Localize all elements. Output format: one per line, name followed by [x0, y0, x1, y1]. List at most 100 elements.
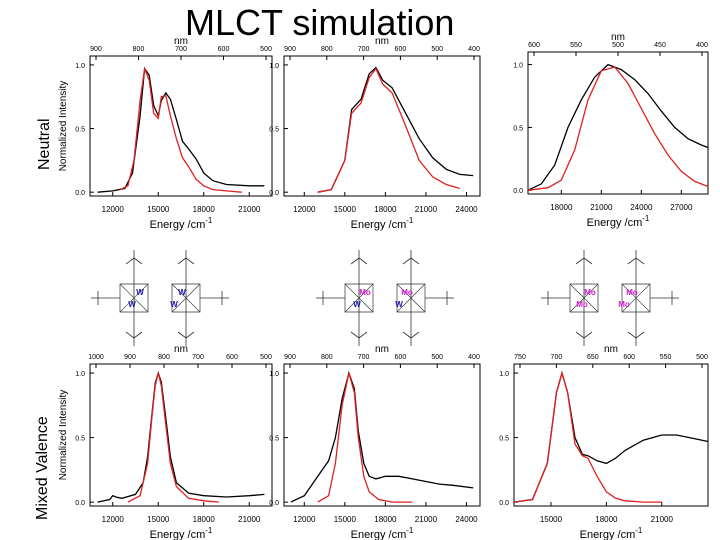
- metal-label: Mo: [359, 288, 371, 297]
- y-tick-label: 0.0: [269, 190, 279, 197]
- x-tick-label: 15000: [147, 205, 170, 214]
- nm-tick-label: 500: [431, 354, 443, 361]
- metal-label: W: [170, 300, 178, 309]
- x-tick-label: 15000: [540, 515, 563, 524]
- nm-tick-label: 700: [175, 46, 187, 53]
- bond: [171, 283, 201, 313]
- x-tick-label: 21000: [415, 205, 438, 214]
- series-line-experimental: [527, 63, 709, 191]
- nm-tick-label: 900: [284, 46, 296, 53]
- nm-tick-label: 600: [528, 42, 540, 49]
- nm-tick-label: 700: [358, 46, 370, 53]
- molecule-structure-3: Mo Mo Mo Mo: [541, 250, 679, 346]
- x-tick-label: 15000: [334, 515, 357, 524]
- x-tick-label: 18000: [595, 515, 618, 524]
- x-axis-label: Energy /cm-1: [580, 526, 643, 540]
- y-tick-label: 0.0: [269, 500, 279, 507]
- bond: [402, 257, 412, 265]
- x-tick-label: 15000: [147, 515, 170, 524]
- metal-label: Mo: [401, 288, 413, 297]
- metal-label: Mo: [584, 288, 596, 297]
- bond: [185, 257, 195, 265]
- bond: [358, 257, 368, 265]
- nm-tick-label: 450: [654, 42, 666, 49]
- x-tick-label: 21000: [238, 205, 261, 214]
- y-tick-label: 0.0: [75, 500, 85, 507]
- x-tick-label: 18000: [193, 205, 216, 214]
- y-tick-label: 1.0: [513, 63, 523, 70]
- x-tick-label: 18000: [374, 205, 397, 214]
- nm-tick-label: 500: [431, 46, 443, 53]
- nm-tick-label: 700: [358, 354, 370, 361]
- nm-tick-label: 1000: [88, 354, 104, 361]
- bond: [344, 283, 374, 313]
- x-tick-label: 18000: [193, 515, 216, 524]
- x-tick-label: 21000: [415, 515, 438, 524]
- series-line-experimental: [513, 370, 709, 503]
- y-tick-label: 0.0: [513, 188, 523, 195]
- nm-tick-label: 600: [395, 46, 407, 53]
- nm-tick-label: 650: [587, 354, 599, 361]
- bond: [627, 257, 637, 265]
- nm-tick-label: 800: [158, 354, 170, 361]
- nm-tick-label: 550: [660, 354, 672, 361]
- nm-axis-title: nm: [611, 32, 625, 43]
- y-tick-label: 0.5: [499, 436, 509, 443]
- x-axis-label: Energy /cm-1: [587, 214, 650, 229]
- chart-neutral-3: 18000 21000 24000 27000 0.0 0.5 1.0 600 550 500 45…: [513, 32, 709, 229]
- bond: [350, 257, 360, 265]
- x-tick-label: 27000: [670, 203, 693, 212]
- nm-axis-title: nm: [375, 344, 389, 355]
- series-line-experimental: [317, 66, 474, 193]
- nm-tick-label: 600: [218, 46, 230, 53]
- y-tick-label: 0.5: [269, 436, 279, 443]
- bond: [177, 331, 187, 339]
- molecule-structure-2: Mo W Mo W: [316, 250, 454, 346]
- series-line-experimental: [97, 66, 265, 193]
- x-tick-label: 21000: [238, 515, 261, 524]
- nm-tick-label: 550: [570, 42, 582, 49]
- metal-label: W: [136, 288, 144, 297]
- x-tick-label: 18000: [550, 203, 573, 212]
- bond: [358, 331, 368, 339]
- nm-tick-label: 600: [623, 354, 635, 361]
- bond: [583, 331, 593, 339]
- x-tick-label: 12000: [293, 515, 316, 524]
- plot-frame: [89, 363, 273, 507]
- y-tick-label: 1.0: [269, 371, 279, 378]
- bond: [575, 257, 585, 265]
- x-axis-label: Energy /cm-1: [150, 526, 213, 540]
- metal-label: W: [178, 288, 186, 297]
- y-tick-label: 1.0: [499, 371, 509, 378]
- bond: [402, 331, 412, 339]
- y-tick-label: 0.5: [75, 436, 85, 443]
- metal-label: W: [128, 300, 136, 309]
- metal-label: Mo: [626, 288, 638, 297]
- y-tick-label: 0.5: [513, 125, 523, 132]
- y-tick-label: 1.0: [269, 63, 279, 70]
- bond: [627, 331, 637, 339]
- nm-tick-label: 800: [133, 46, 145, 53]
- bond: [125, 331, 135, 339]
- nm-tick-label: 800: [321, 46, 333, 53]
- bond: [133, 331, 143, 339]
- bond: [119, 283, 149, 313]
- metal-label: W: [353, 300, 361, 309]
- bond: [410, 257, 420, 265]
- nm-tick-label: 500: [260, 46, 272, 53]
- nm-axis-title: nm: [375, 36, 389, 47]
- series-line-simulated: [513, 370, 662, 503]
- nm-tick-label: 600: [395, 354, 407, 361]
- nm-tick-label: 750: [514, 354, 526, 361]
- y-tick-label: 0.0: [499, 500, 509, 507]
- bond: [125, 257, 135, 265]
- x-tick-label: 12000: [293, 205, 316, 214]
- series-line-experimental: [290, 370, 474, 503]
- x-tick-label: 18000: [374, 515, 397, 524]
- bond: [569, 283, 599, 313]
- series-line-experimental: [97, 370, 265, 503]
- nm-tick-label: 900: [90, 46, 102, 53]
- bond: [575, 331, 585, 339]
